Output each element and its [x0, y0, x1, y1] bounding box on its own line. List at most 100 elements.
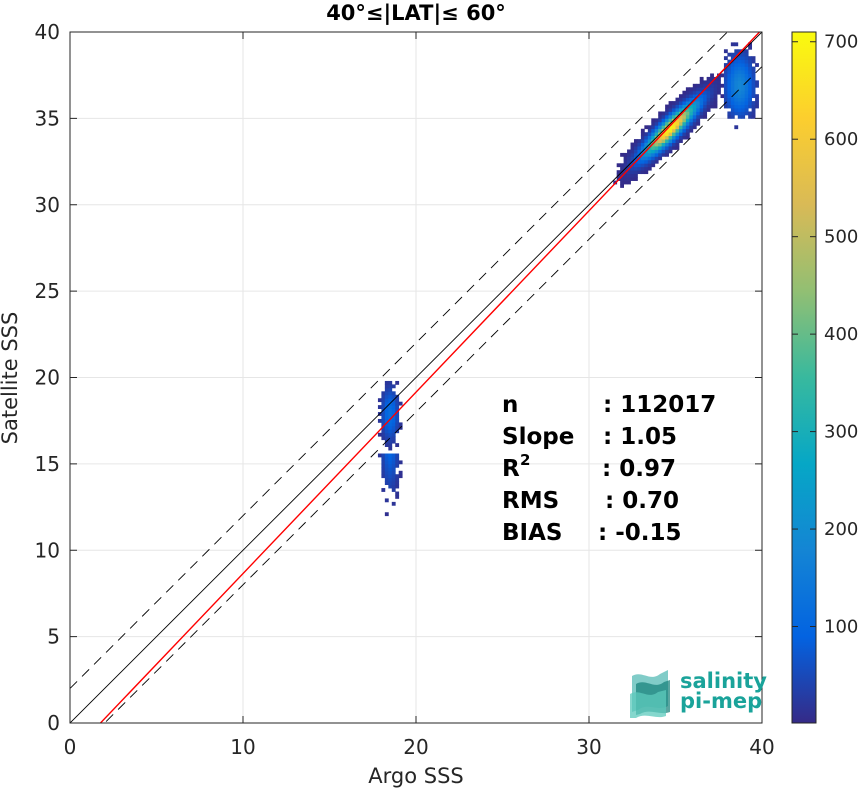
heatmap-cell — [748, 114, 753, 119]
heatmap-cell — [381, 470, 386, 475]
heatmap-cell — [381, 401, 386, 406]
heatmap-cell — [748, 63, 753, 67]
heatmap-cell — [710, 104, 714, 109]
heatmap-cell — [672, 108, 676, 112]
heatmap-cell — [616, 163, 621, 168]
heatmap-cell — [748, 66, 753, 71]
heatmap-cell — [391, 439, 396, 444]
heatmap-cell — [640, 170, 645, 175]
heatmap-cell — [692, 108, 697, 112]
heatmap-cell — [713, 80, 718, 85]
heatmap-cell — [668, 118, 673, 123]
heatmap-cell — [737, 94, 742, 99]
heatmap-cell — [727, 97, 732, 102]
heatmap-cell — [391, 422, 396, 427]
heatmap-cell — [744, 97, 749, 102]
heatmap-cell — [730, 56, 735, 61]
heatmap-cell — [727, 52, 732, 57]
heatmap-cell — [395, 453, 400, 458]
heatmap-cell — [678, 97, 683, 102]
heatmap-cell — [748, 70, 753, 74]
reference-lines — [70, 32, 762, 723]
heatmap-cell — [672, 121, 676, 126]
heatmap-cell — [741, 73, 746, 78]
heatmap-cell — [388, 460, 393, 465]
heatmap-cell — [654, 128, 659, 133]
heatmap-cell — [620, 180, 624, 185]
heatmap-cell — [672, 142, 676, 147]
heatmap-cell — [384, 418, 389, 423]
heatmap-cell — [384, 453, 389, 458]
stat-key-0: n — [502, 392, 518, 418]
heatmap-cell — [706, 87, 711, 92]
heatmap-cell — [748, 56, 753, 61]
heatmap-cell — [730, 87, 735, 92]
heatmap-cell — [710, 90, 714, 95]
colorbar-tick-label: 600 — [824, 129, 858, 150]
heatmap-cell — [703, 97, 708, 102]
heatmap-cell — [727, 90, 732, 95]
heatmap-cell — [388, 481, 393, 486]
heatmap-cell — [658, 118, 663, 123]
heatmap-cell — [737, 70, 742, 74]
heatmap-cell — [755, 83, 759, 88]
heatmap-cell — [675, 111, 680, 116]
heatmap-cell — [388, 470, 393, 475]
heatmap-cell — [696, 83, 701, 88]
heatmap-cell — [675, 142, 680, 147]
heatmap-cell — [395, 415, 400, 420]
heatmap-cell — [696, 87, 701, 92]
heatmap-cell — [668, 111, 673, 116]
heatmap-cell — [630, 149, 635, 154]
heatmap-cell — [391, 463, 396, 468]
heatmap-cell — [391, 384, 396, 389]
heatmap-cell — [734, 125, 739, 130]
heatmap-cell — [665, 111, 669, 116]
heatmap-cell — [627, 152, 631, 157]
heatmap-cell — [737, 101, 742, 105]
heatmap-cell — [730, 97, 735, 102]
heatmap-cell — [685, 101, 690, 105]
heatmap-cell — [395, 474, 400, 479]
heatmap-cell — [391, 484, 396, 489]
heatmap-cell — [647, 128, 652, 133]
heatmap-cell — [658, 128, 663, 133]
colorbar: 100 200 300 400 500 600 700 — [791, 31, 858, 724]
heatmap-cell — [741, 70, 746, 74]
heatmap-cell — [734, 52, 739, 57]
heatmap-cell — [637, 149, 642, 154]
heatmap-cell — [668, 146, 673, 150]
heatmap-cell — [616, 170, 621, 175]
heatmap-cell — [391, 477, 396, 482]
heatmap-cell — [668, 135, 673, 140]
heatmap-cell — [398, 401, 403, 406]
heatmap-cell — [391, 425, 396, 430]
heatmap-cell — [692, 114, 697, 119]
heatmap-cell — [737, 66, 742, 71]
heatmap-cell — [692, 118, 697, 123]
heatmap-cell — [689, 104, 694, 109]
heatmap-cell — [744, 83, 749, 88]
heatmap-cell — [658, 125, 663, 130]
heatmap-cell — [706, 97, 711, 102]
heatmap-cell — [644, 142, 649, 147]
heatmap-cell — [723, 73, 728, 78]
heatmap-cell — [751, 70, 756, 74]
heatmap-cell — [668, 104, 673, 109]
heatmap-cell — [748, 73, 753, 78]
heatmap-cell — [647, 135, 652, 140]
heatmap-cell — [395, 481, 400, 486]
heatmap-cell — [741, 90, 746, 95]
heatmap-cell — [703, 101, 708, 105]
heatmap-cell — [734, 49, 739, 54]
heatmap-cell — [395, 418, 400, 423]
heatmap-cell — [384, 422, 389, 427]
heatmap-cell — [748, 59, 753, 64]
heatmap-cell — [633, 173, 638, 178]
heatmap-cell — [706, 104, 711, 109]
heatmap-cell — [658, 146, 663, 150]
heatmap-cell — [388, 436, 393, 441]
heatmap-cell — [668, 139, 673, 143]
heatmap-cell — [751, 111, 756, 116]
heatmap-cell — [637, 163, 642, 168]
